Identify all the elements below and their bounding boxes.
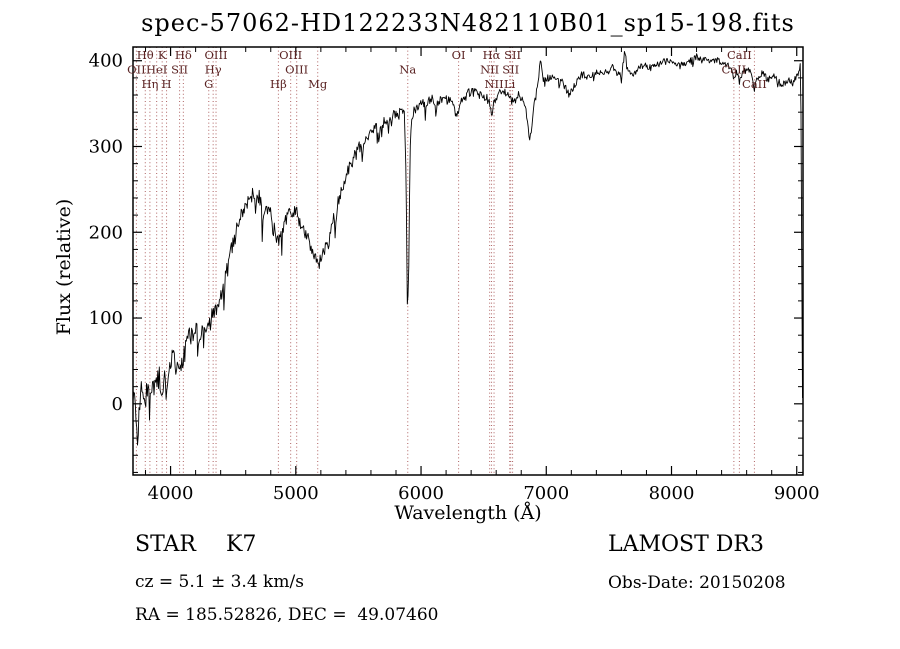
x-tick-label: 7000 bbox=[523, 483, 569, 504]
spectral-line-markers bbox=[135, 47, 755, 475]
line-label-CaII: CaII bbox=[727, 48, 752, 62]
line-label-Hδ: Hδ bbox=[175, 48, 192, 62]
line-label-OIII: OIII bbox=[204, 48, 227, 62]
spectrum-flux-line bbox=[133, 51, 803, 446]
x-tick-label: 6000 bbox=[398, 483, 444, 504]
plot-frame bbox=[132, 46, 804, 476]
line-label-CaII: CaII bbox=[721, 63, 746, 77]
line-label-Hθ: Hθ bbox=[137, 48, 154, 62]
y-tick-label: 0 bbox=[112, 394, 123, 415]
line-label-Hγ: Hγ bbox=[205, 63, 222, 77]
spectral-line-labels: OIIHθHηHeIKHSIIHδGHγOIIIHβOIIIOIIIMgNaOI… bbox=[127, 48, 767, 91]
axis-ticks bbox=[133, 47, 803, 475]
line-label-Li: Li bbox=[504, 77, 516, 91]
survey-release: LAMOST DR3 bbox=[608, 532, 764, 557]
y-tick-label: 200 bbox=[89, 222, 123, 243]
line-label-NII: NII bbox=[484, 77, 503, 91]
line-label-OI: OI bbox=[452, 48, 466, 62]
line-label-CaII: CaII bbox=[742, 77, 767, 91]
line-label-Na: Na bbox=[399, 63, 416, 77]
y-tick-label: 400 bbox=[89, 51, 123, 72]
object-classification: STAR K7 bbox=[135, 532, 256, 557]
line-label-Hη: Hη bbox=[141, 77, 158, 91]
line-label-SII: SII bbox=[504, 48, 521, 62]
line-label-SII: SII bbox=[171, 63, 188, 77]
plot-title: spec-57062-HD122233N482110B01_sp15-198.f… bbox=[141, 9, 795, 37]
cz-value: cz = 5.1 ± 3.4 km/s bbox=[135, 572, 304, 592]
y-tick-label: 300 bbox=[89, 136, 123, 157]
x-tick-label: 5000 bbox=[273, 483, 319, 504]
ra-dec: RA = 185.52826, DEC = 49.07460 bbox=[135, 605, 439, 625]
y-axis-label: Flux (relative) bbox=[53, 198, 75, 336]
line-label-Mg: Mg bbox=[308, 77, 328, 91]
line-label-Hα: Hα bbox=[483, 48, 501, 62]
object-type: STAR bbox=[135, 532, 196, 557]
line-label-Hβ: Hβ bbox=[270, 77, 287, 91]
line-label-H: H bbox=[162, 77, 172, 91]
line-label-OII: OII bbox=[127, 63, 146, 77]
line-label-HeI: HeI bbox=[146, 63, 167, 77]
line-label-OIII: OIII bbox=[285, 63, 308, 77]
x-tick-label: 4000 bbox=[148, 483, 194, 504]
line-label-OIII: OIII bbox=[279, 48, 302, 62]
axis-tick-labels: 4000 5000 6000 7000 8000 9000 0 100 200 300 400 bbox=[89, 51, 820, 504]
line-label-K: K bbox=[158, 48, 167, 62]
x-tick-label: 8000 bbox=[649, 483, 695, 504]
y-tick-label: 100 bbox=[89, 308, 123, 329]
spectrum-trace bbox=[133, 51, 803, 446]
line-label-NII: NII bbox=[480, 63, 499, 77]
x-axis-label: Wavelength (Å) bbox=[394, 502, 542, 524]
x-tick-label: 9000 bbox=[774, 483, 820, 504]
object-subclass: K7 bbox=[226, 532, 257, 557]
obs-date: Obs-Date: 20150208 bbox=[608, 573, 786, 593]
line-label-G: G bbox=[204, 77, 213, 91]
line-label-SII: SII bbox=[502, 63, 519, 77]
